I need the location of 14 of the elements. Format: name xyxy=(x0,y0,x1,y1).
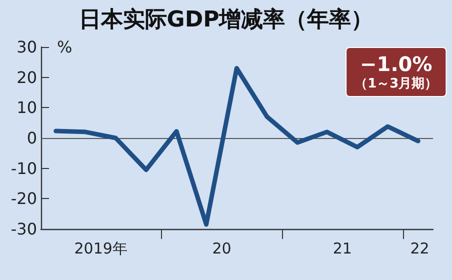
y-tick-label: -10 xyxy=(10,158,37,178)
y-tick-label: 20 xyxy=(16,68,37,87)
x-tick-label: 2019年 xyxy=(74,240,128,258)
x-tick-label: 21 xyxy=(332,240,352,258)
x-tick-label: 20 xyxy=(212,240,232,258)
y-tick-label: 30 xyxy=(16,38,37,56)
chart-title: 日本实际GDP增减率（年率） xyxy=(78,6,374,32)
y-tick-label: -30 xyxy=(10,220,37,238)
annotation: −1.0% （1～3月期） xyxy=(354,52,438,92)
y-axis-title: % xyxy=(57,38,72,56)
y-tick-label: 10 xyxy=(16,98,37,118)
y-tick-label: 0 xyxy=(26,128,37,148)
x-tick-label: 22 xyxy=(410,240,430,258)
y-tick-label: -20 xyxy=(10,189,37,208)
